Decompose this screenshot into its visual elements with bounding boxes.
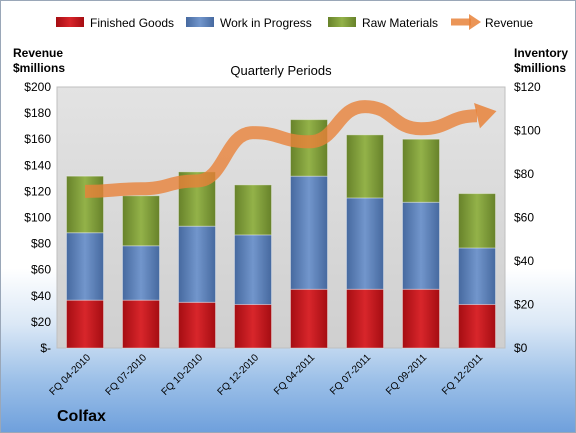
left-tick-label: $140: [24, 158, 51, 172]
x-axis-ticks: FQ 04-2010 FQ 07-2010 FQ 10-2010 FQ 12-2010…: [48, 352, 486, 398]
left-axis-label-line1: Revenue: [13, 46, 63, 60]
left-tick-label: $60: [31, 263, 51, 277]
legend-label-finished-goods: Finished Goods: [90, 16, 174, 30]
bar-raw-materials: [122, 195, 160, 247]
left-axis-ticks: $- $20 $40 $60 $80 $100 $120 $140 $160 $180 $200: [24, 80, 51, 355]
left-tick-label: $100: [24, 211, 51, 225]
bar-finished-goods: [458, 304, 496, 349]
left-tick-label: $160: [24, 132, 51, 146]
left-tick-label: $200: [24, 80, 51, 94]
legend-label-work-in-progress: Work in Progress: [220, 16, 312, 30]
x-tick-label: FQ 10-2010: [160, 352, 206, 398]
legend-label-raw-materials: Raw Materials: [362, 16, 438, 30]
left-tick-label: $-: [40, 341, 51, 355]
bar-raw-materials: [458, 193, 496, 249]
right-axis-ticks: $0 $20 $40 $60 $80 $100 $120: [514, 80, 541, 355]
right-tick-label: $100: [514, 124, 541, 138]
bars: [66, 119, 496, 349]
x-tick-label: FQ 07-2011: [328, 352, 373, 397]
bar-work-in-progress: [346, 197, 384, 290]
right-axis-label-line1: Inventory: [514, 46, 568, 60]
legend-swatch-finished-goods: [56, 17, 84, 27]
x-tick-label: FQ 04-2011: [272, 352, 317, 397]
bar-work-in-progress: [402, 201, 440, 290]
legend-label-revenue: Revenue: [485, 16, 533, 30]
bar-finished-goods: [346, 288, 384, 349]
x-tick-label: FQ 12-2011: [440, 352, 485, 397]
bar-work-in-progress: [458, 247, 496, 305]
x-tick-label: FQ 04-2010: [48, 352, 94, 398]
bar-work-in-progress: [66, 232, 104, 301]
bar-work-in-progress: [178, 225, 216, 303]
bar-raw-materials: [346, 134, 384, 199]
bar-raw-materials: [402, 138, 440, 203]
x-tick-label: FQ 12-2010: [216, 352, 262, 398]
bar-finished-goods: [178, 301, 216, 349]
x-tick-label: FQ 07-2010: [104, 352, 150, 398]
x-tick-label: FQ 09-2011: [384, 352, 429, 397]
right-tick-label: $80: [514, 167, 534, 181]
right-tick-label: $0: [514, 341, 528, 355]
bar-finished-goods: [290, 288, 328, 349]
right-tick-label: $60: [514, 211, 534, 225]
right-tick-label: $20: [514, 298, 534, 312]
revenue-arrowhead: [474, 103, 497, 129]
left-tick-label: $120: [24, 184, 51, 198]
bar-finished-goods: [402, 288, 440, 349]
legend-arrow-icon: [469, 14, 481, 30]
right-axis-label-line2: $millions: [514, 61, 566, 75]
bar-raw-materials: [290, 119, 328, 177]
bar-work-in-progress: [122, 245, 160, 301]
legend-swatch-work-in-progress: [186, 17, 214, 27]
bar-finished-goods: [122, 299, 160, 349]
chart-title: Quarterly Periods: [230, 63, 332, 78]
bar-finished-goods: [234, 304, 272, 349]
right-tick-label: $120: [514, 80, 541, 94]
bar-work-in-progress: [234, 234, 272, 305]
bar-finished-goods: [66, 299, 104, 349]
left-tick-label: $20: [31, 315, 51, 329]
right-tick-label: $40: [514, 254, 534, 268]
left-axis-label-line2: $millions: [13, 61, 65, 75]
legend: Finished Goods Work in Progress Raw Materi…: [56, 14, 533, 30]
bar-work-in-progress: [290, 175, 328, 290]
left-tick-label: $80: [31, 237, 51, 251]
revenue-line-group: [84, 100, 497, 198]
legend-swatch-raw-materials: [328, 17, 356, 27]
left-tick-label: $180: [24, 106, 51, 120]
bar-raw-materials: [234, 184, 272, 236]
revenue-line: [84, 100, 478, 198]
company-name: Colfax: [57, 408, 106, 425]
left-tick-label: $40: [31, 289, 51, 303]
